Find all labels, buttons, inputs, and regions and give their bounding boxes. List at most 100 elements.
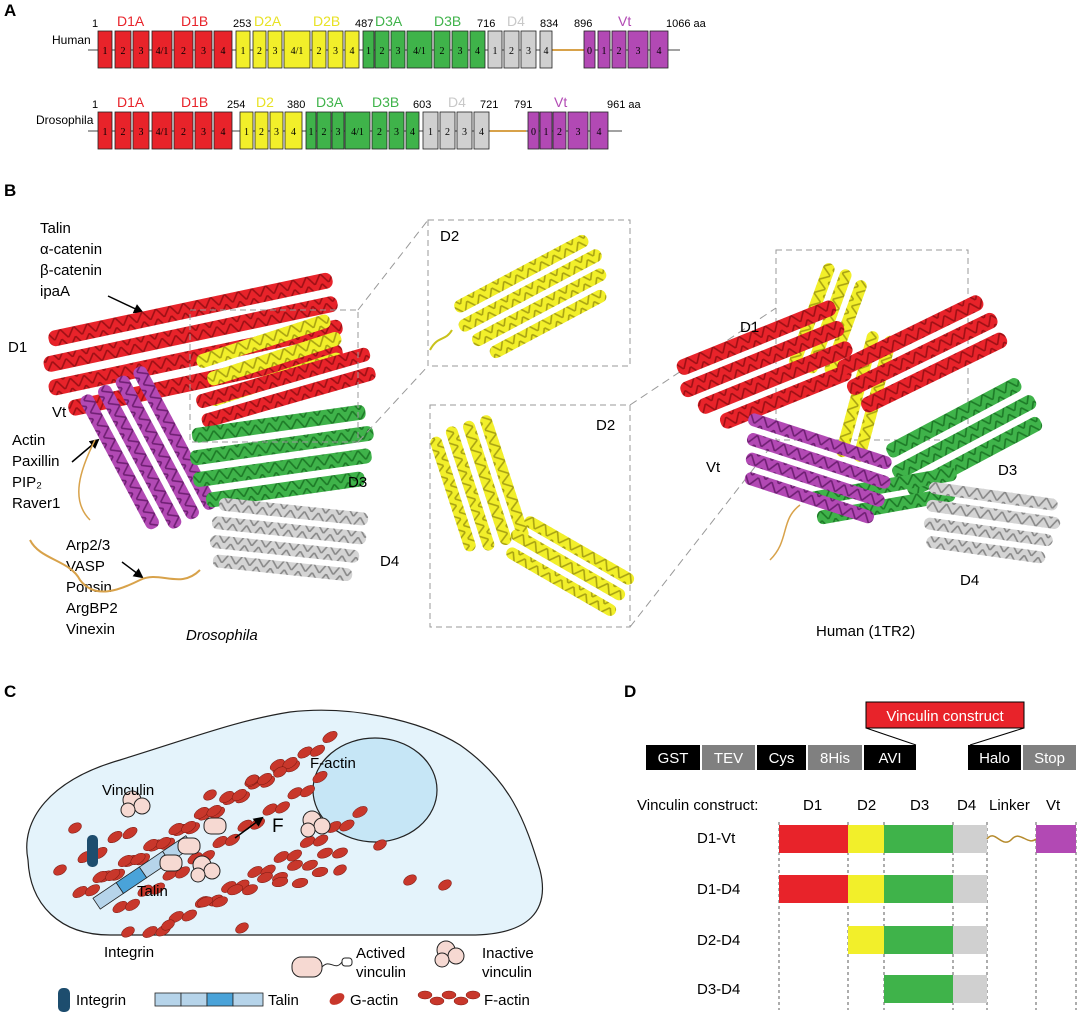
drosophila-structure: D1 Vt D3 D4 Drosophila [8,272,399,644]
tag-label: Cys [769,750,795,767]
f-actin-subunit [302,859,318,871]
helix-number: 1 [241,46,246,57]
helix-number: 2 [181,127,186,138]
header-d1: D1 [803,797,822,814]
f-actin-subunit [312,770,328,784]
domain-vt: Vt [618,13,631,29]
f-actin-subunit [231,789,247,801]
dros-num: 380 [287,99,305,111]
domain-helix-box: 1 [539,111,553,150]
struct-label-d4: D4 [960,572,979,589]
struct-label-d3: D3 [348,474,367,491]
panel-c-cell-diagram: F Vinculin F-actin Talin Integrin Active… [26,709,544,1012]
f-actin-subunit [143,839,159,851]
domain-helix-box: 2 [374,30,390,69]
domain-helix-box: 4 [284,111,303,150]
construct-header: Vinculin construct: D1 D2 D3 D4 Linker V… [637,797,1061,814]
tag-box: Cys [757,745,806,770]
domain-helix-box: 4 [469,30,486,69]
domain-helix-box: 2 [552,111,567,150]
integrin-icon [87,835,98,867]
header-linker: Linker [989,797,1030,814]
tag-box: Halo [968,745,1021,770]
panel-label-a: A [4,1,16,20]
domain-d1b: D1B [181,94,208,110]
helix-number: 4/1 [413,46,426,57]
f-actin-label: F-actin [310,755,356,772]
domain-helix-box: 1 [422,111,439,150]
helix-number: 4 [221,46,226,57]
helix-number: 2 [121,46,126,57]
helix-number: 2 [557,127,562,138]
domain-helix-box: 2 [114,30,132,69]
human-num: 1066 aa [666,18,707,30]
helix-number: 4 [597,127,602,138]
header-vt: Vt [1046,797,1061,814]
helix-number: 2 [259,127,264,138]
tag-row: GST TEV Cys 8His AVI Halo Stop [646,745,1076,770]
domain-d3b: D3B [434,13,461,29]
construct-title-box [865,701,1025,729]
f-actin-subunit [300,785,315,798]
domain-d4: D4 [507,13,525,29]
domain-helix-box: 2 [439,111,456,150]
helix-number: 1 [103,46,108,57]
tag-label: Stop [1034,750,1065,767]
vinculin-label: Vinculin [102,782,154,799]
domain-helix-box: 3 [132,30,150,69]
domain-d4: D4 [448,94,466,110]
tag-box: 8His [808,745,862,770]
dros-num: 603 [413,99,431,111]
f-actin-subunit [257,872,273,883]
f-actin-subunit [429,996,445,1006]
legend-f-actin-icon [417,990,481,1006]
helix-number: 3 [462,127,467,138]
g-actin-monomer [121,926,135,938]
drosophila-label: Drosophila [36,113,94,127]
g-actin-monomer [245,774,259,786]
partners-middle: Actin Paxillin PIP₂ Raver1 [12,432,100,512]
f-actin-subunit [242,884,258,896]
partner-label: VASP [66,558,105,575]
human-num: 487 [355,18,373,30]
row-label: D3-D4 [697,981,740,998]
domain-d3b: D3B [372,94,399,110]
drosophila-residue-numbers: 1 254 380 603 721 791 961 aa [92,99,642,111]
d2-inset-human: D2 [429,404,635,628]
partner-label: ipaA [40,283,70,300]
human-caption: Human (1TR2) [816,623,915,640]
f-actin-subunit [311,866,329,878]
g-actin-monomer [203,789,217,801]
legend-integrin-icon [58,988,70,1012]
domain-d1a: D1A [117,13,145,29]
helix-number: 4/1 [156,127,169,138]
partner-label: ArgBP2 [66,600,118,617]
helix-number: 1 [244,127,249,138]
tag-box: AVI [864,745,916,770]
helix-number: 2 [380,46,385,57]
tag-label: TEV [714,750,743,767]
talin-label: Talin [137,883,168,900]
tag-label: 8His [820,750,850,767]
f-actin-subunit [271,876,289,888]
domain-helix-box: 1 [235,30,251,69]
helix-number: 0 [587,46,592,57]
domain-helix-box: 3 [331,111,345,150]
helix-number: 4 [479,127,484,138]
f-actin-subunit [262,803,278,816]
helix-number: 4 [544,46,549,57]
domain-helix-box: 3 [456,111,473,150]
panel-label-d: D [624,682,636,701]
domain-helix-box: 1 [239,111,254,150]
domain-helix-box: 2 [611,30,627,69]
domain-helix-box: 4/1 [283,30,311,69]
domain-helix-box: 0 [527,111,540,150]
f-actin-subunit [107,830,123,844]
f-actin-subunit [219,791,235,803]
domain-helix-box: 2 [503,30,520,69]
construct-row-d1-d4: D1-D4 [697,875,987,903]
legend-integrin: Integrin [76,992,126,1009]
f-actin-subunit [287,787,303,800]
f-actin-subunit [122,826,138,840]
